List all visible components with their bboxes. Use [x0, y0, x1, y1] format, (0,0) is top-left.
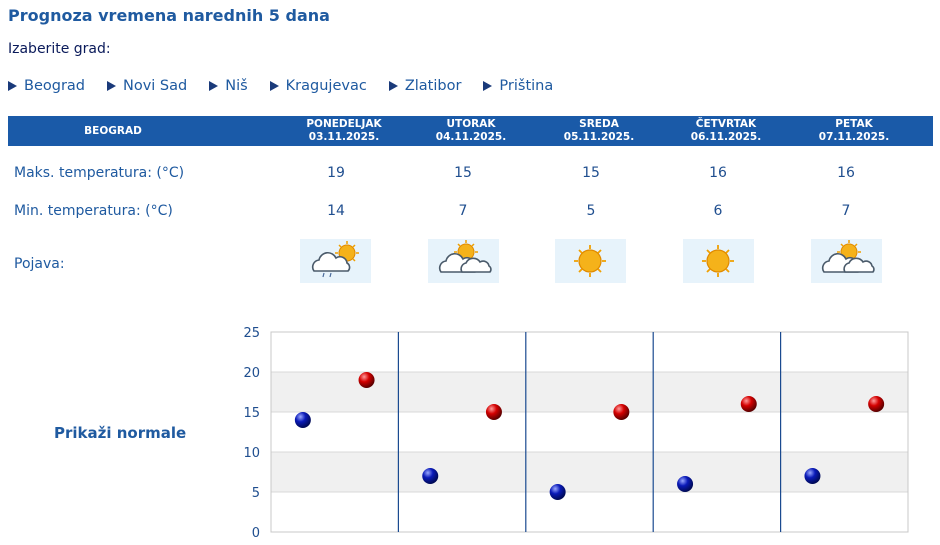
header-day: PONEDELJAK 03.11.2025.	[280, 118, 408, 144]
min-temp-point	[804, 468, 821, 484]
city-link-beograd[interactable]: Beograd	[8, 78, 85, 94]
max-temp-point	[740, 396, 757, 412]
min-temp-point	[422, 468, 439, 484]
header-day: PETAK 07.11.2025.	[790, 118, 918, 144]
max-temp-value: 15	[582, 165, 600, 181]
max-temp-value: 19	[327, 165, 345, 181]
city-prompt: Izaberite grad:	[8, 41, 111, 57]
day-date: 05.11.2025.	[563, 131, 635, 143]
arrow-right-icon	[107, 81, 116, 91]
city-link-label: Beograd	[24, 78, 85, 94]
city-link-label: Zlatibor	[404, 78, 462, 94]
arrow-right-icon	[483, 81, 493, 91]
arrow-right-icon	[209, 81, 219, 91]
max-temp-point	[613, 404, 630, 420]
day-date: 06.11.2025.	[690, 131, 762, 143]
sunny-icon	[555, 239, 626, 283]
min-temp-value: 5	[586, 203, 596, 219]
chart-band	[271, 372, 908, 412]
min-temp-value: 7	[841, 203, 851, 219]
phenomenon-label: Pojava:	[14, 256, 65, 272]
header-city: BEOGRAD	[84, 125, 142, 137]
city-link-zlatibor[interactable]: Zlatibor	[388, 78, 462, 94]
show-normals-link[interactable]: Prikaži normale	[54, 424, 187, 442]
max-temp-label: Maks. temperatura: (°C)	[14, 165, 185, 181]
y-tick-label: 25	[243, 326, 260, 341]
page-title: Prognoza vremena narednih 5 dana	[8, 6, 330, 25]
partly-cloudy-icon	[428, 239, 499, 283]
cloud-sun-drizzle-icon	[300, 239, 371, 283]
day-date: 04.11.2025.	[435, 131, 507, 143]
y-tick-label: 10	[243, 446, 260, 461]
y-tick-label: 20	[243, 366, 260, 381]
chart-band	[271, 492, 908, 532]
city-link-nis[interactable]: Niš	[209, 78, 248, 94]
day-name: UTORAK	[446, 118, 496, 130]
city-link-label: Kragujevac	[285, 78, 367, 94]
chart-band	[271, 452, 908, 492]
y-tick-label: 0	[252, 526, 260, 541]
city-link-pristina[interactable]: Priština	[483, 78, 553, 94]
day-date: 07.11.2025.	[818, 131, 890, 143]
city-links: Beograd Novi Sad Niš Kragujevac Zlatibor…	[8, 78, 575, 94]
plot-border	[270, 331, 909, 533]
min-temp-value: 6	[713, 203, 723, 219]
day-name: SREDA	[579, 118, 619, 130]
header-day: SREDA 05.11.2025.	[535, 118, 663, 144]
min-temp-point	[549, 484, 566, 500]
city-link-label: Novi Sad	[123, 78, 188, 94]
y-tick-label: 15	[243, 406, 260, 421]
max-temp-value: 15	[454, 165, 472, 181]
header-day: UTORAK 04.11.2025.	[407, 118, 535, 144]
max-temp-value: 16	[709, 165, 727, 181]
arrow-right-icon	[8, 81, 17, 91]
day-name: PONEDELJAK	[306, 118, 382, 130]
min-temp-label: Min. temperatura: (°C)	[14, 203, 173, 219]
city-link-kragujevac[interactable]: Kragujevac	[269, 78, 367, 94]
city-link-novi-sad[interactable]: Novi Sad	[107, 78, 187, 94]
forecast-header: BEOGRAD PONEDELJAK 03.11.2025. UTORAK 04.1…	[8, 116, 933, 146]
sunny-icon	[683, 239, 754, 283]
chart-band	[271, 412, 908, 452]
arrow-right-icon	[269, 81, 279, 91]
min-temp-point	[294, 412, 311, 428]
arrow-right-icon	[388, 81, 398, 91]
chart-band	[271, 332, 908, 372]
day-date: 03.11.2025.	[308, 131, 380, 143]
max-temp-point	[485, 404, 502, 420]
header-day: ČETVRTAK 06.11.2025.	[662, 118, 790, 144]
city-link-label: Priština	[499, 78, 554, 94]
max-temp-point	[358, 372, 375, 388]
y-tick-label: 5	[252, 486, 260, 501]
partly-cloudy-icon	[811, 239, 882, 283]
day-name: PETAK	[835, 118, 873, 130]
min-temp-value: 14	[327, 203, 345, 219]
min-temp-point	[677, 476, 694, 492]
max-temp-value: 16	[837, 165, 855, 181]
min-temp-value: 7	[458, 203, 468, 219]
day-name: ČETVRTAK	[695, 118, 757, 130]
max-temp-point	[868, 396, 885, 412]
city-link-label: Niš	[225, 78, 248, 94]
